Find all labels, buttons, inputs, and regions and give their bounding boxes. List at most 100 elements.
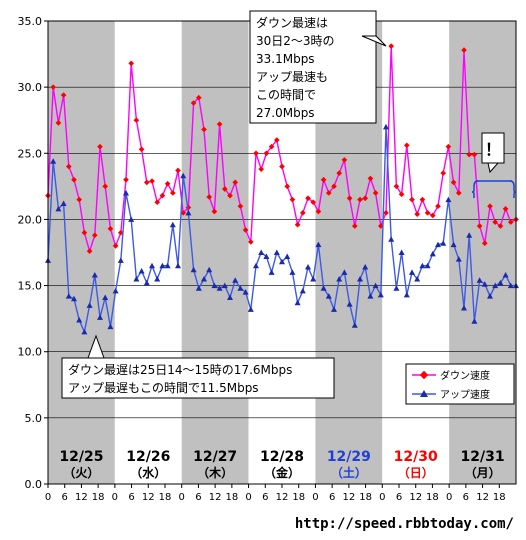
up-speed-point bbox=[336, 275, 343, 282]
up-speed-point bbox=[424, 262, 431, 269]
up-speed-point bbox=[154, 275, 161, 282]
up-speed-point bbox=[351, 322, 358, 328]
day-date-label: 12/27 bbox=[193, 449, 237, 465]
x-tick-label: 12 bbox=[409, 492, 422, 503]
exclaim-pointer bbox=[487, 162, 500, 174]
up-speed-point bbox=[128, 216, 135, 222]
y-tick-label: 10.0 bbox=[18, 346, 43, 359]
up-speed-point bbox=[487, 293, 493, 299]
x-tick-label: 6 bbox=[195, 492, 201, 503]
down-speed-point bbox=[346, 195, 353, 202]
x-tick-label: 6 bbox=[463, 492, 469, 503]
low-annotation-box bbox=[61, 357, 335, 399]
up-speed-point bbox=[398, 249, 405, 255]
down-speed-point bbox=[263, 150, 270, 157]
up-speed-point bbox=[242, 289, 249, 295]
legend-box bbox=[405, 363, 515, 405]
up-speed-point bbox=[388, 236, 395, 242]
up-speed-point bbox=[372, 282, 379, 289]
down-speed-point bbox=[65, 163, 72, 170]
up-speed-point bbox=[419, 262, 426, 269]
up-speed-point bbox=[60, 200, 67, 207]
up-speed-point bbox=[180, 172, 187, 179]
peak-line-2: 30日2～3時の bbox=[256, 34, 335, 48]
down-speed-point bbox=[169, 190, 176, 196]
up-speed-point bbox=[455, 256, 462, 262]
down-speed-point bbox=[383, 209, 389, 216]
y-tick-label: 35.0 bbox=[18, 15, 43, 28]
exclaim-callout: ！ bbox=[471, 132, 517, 198]
up-speed-point bbox=[149, 262, 155, 269]
down-speed-point bbox=[273, 137, 280, 143]
x-tick-label: 12 bbox=[142, 492, 155, 503]
up-speed-point bbox=[227, 294, 233, 300]
x-tick-label: 18 bbox=[92, 492, 105, 503]
down-speed-point bbox=[320, 176, 327, 183]
peak-line-1: ダウン最速は bbox=[256, 15, 328, 30]
down-speed-point bbox=[227, 192, 233, 199]
up-speed-point bbox=[107, 323, 114, 330]
y-tick-label: 5.0 bbox=[25, 412, 43, 425]
down-speed-point bbox=[112, 243, 119, 249]
down-speed-point bbox=[76, 196, 83, 203]
up-speed-point bbox=[201, 275, 207, 282]
down-speed-point bbox=[497, 223, 504, 229]
down-speed-point bbox=[195, 94, 202, 101]
up-speed-point bbox=[403, 291, 410, 298]
down-speed-point bbox=[268, 143, 275, 150]
legend-down-marker bbox=[419, 370, 429, 380]
up-speed-point bbox=[55, 205, 62, 212]
down-speed-point bbox=[409, 196, 415, 203]
down-speed-point bbox=[476, 223, 483, 229]
series-layer bbox=[45, 43, 519, 335]
down-speed-point bbox=[216, 121, 223, 128]
legend-up-marker bbox=[420, 390, 428, 397]
legend-down-label: ダウン速度 bbox=[440, 369, 490, 382]
up-speed-point bbox=[159, 262, 166, 269]
day-weekday-label: （土） bbox=[331, 465, 367, 480]
up-speed-point bbox=[221, 282, 228, 289]
up-speed-point bbox=[471, 318, 478, 324]
down-speed-point bbox=[86, 248, 93, 255]
peak-annotation: ダウン最速は 30日2～3時の 33.1Mbps アップ最速も この時間で 27… bbox=[249, 10, 387, 124]
down-speed-point bbox=[367, 175, 374, 182]
down-speed-point bbox=[336, 170, 343, 176]
down-speed-point bbox=[232, 179, 239, 186]
down-speed-point bbox=[310, 199, 317, 206]
down-speed-point bbox=[149, 178, 155, 184]
up-speed-point bbox=[294, 299, 301, 306]
day-band bbox=[48, 21, 115, 484]
down-speed-point bbox=[440, 170, 447, 176]
down-speed-point bbox=[201, 126, 207, 133]
bracket-right bbox=[509, 180, 517, 198]
up-speed-point bbox=[50, 158, 57, 164]
x-tick-label: 18 bbox=[292, 492, 305, 503]
peak-line-4: アップ最速も bbox=[256, 70, 328, 84]
up-speed-point bbox=[357, 275, 363, 282]
down-speed-point bbox=[175, 167, 181, 174]
day-weekday-label: （日） bbox=[398, 465, 434, 480]
x-tick-label: 18 bbox=[359, 492, 372, 503]
up-speed-point bbox=[123, 189, 129, 196]
up-speed-point bbox=[81, 328, 88, 335]
down-speed-point bbox=[372, 190, 379, 196]
up-speed-point bbox=[97, 314, 103, 320]
up-speed-point bbox=[310, 275, 317, 282]
up-speed-point bbox=[466, 232, 473, 238]
up-speed-point bbox=[341, 269, 348, 275]
up-speed-point bbox=[507, 282, 514, 289]
down-speed-point bbox=[424, 209, 431, 216]
x-tick-label: 12 bbox=[342, 492, 355, 503]
down-speed-point bbox=[403, 142, 410, 149]
up-speed-point bbox=[497, 279, 504, 286]
up-speed-point bbox=[289, 269, 296, 275]
down-speed-point bbox=[450, 179, 457, 186]
day-weekday-label: （月） bbox=[465, 465, 501, 480]
down-speed-point bbox=[154, 199, 161, 206]
down-speed-point bbox=[341, 157, 348, 163]
down-speed-point bbox=[325, 190, 332, 196]
down-speed-point bbox=[445, 143, 452, 150]
down-speed-point bbox=[481, 240, 488, 247]
x-tick-label: 18 bbox=[426, 492, 439, 503]
